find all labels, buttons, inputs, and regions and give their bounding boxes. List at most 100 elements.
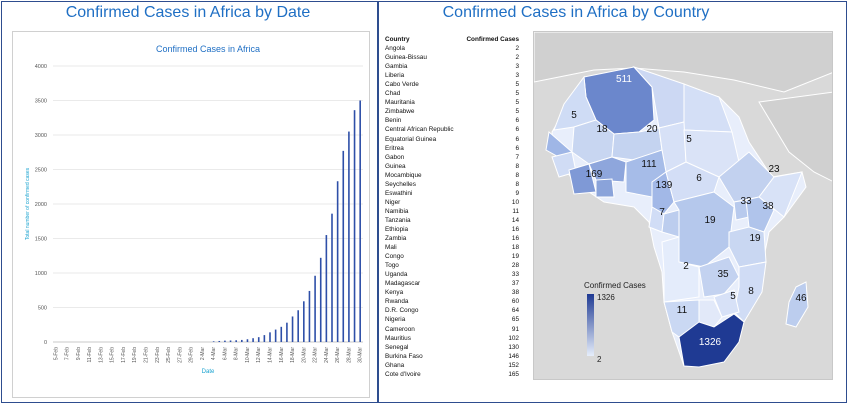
bar-23-Mar xyxy=(319,257,322,342)
africa-map-panel: 511 5 18 20 5 169 111 139 6 23 7 33 38 19 19 2 35 5 8 46 11 1… xyxy=(533,31,833,380)
country-name: Eswathini xyxy=(385,189,413,197)
bar-7-Mar xyxy=(229,340,232,342)
x-axis-label: Date xyxy=(202,369,215,375)
country-name: Angola xyxy=(385,45,405,53)
table-row: Gabon 7 xyxy=(385,153,521,162)
table-row: Mauritania 5 xyxy=(385,98,521,107)
confirmed-cases-value: 28 xyxy=(511,262,519,270)
map-value-label: 6 xyxy=(696,173,702,184)
confirmed-cases-value: 7 xyxy=(515,153,519,161)
table-row: Benin 6 xyxy=(385,116,521,125)
x-tick-label: 16-Mar xyxy=(279,347,285,363)
country-ghana[interactable] xyxy=(595,178,615,198)
bar-8-Mar xyxy=(235,340,237,342)
bar-chart-panel: Confirmed Cases in Africa 0 500 1000 1500 200… xyxy=(12,31,370,398)
y-tick-label: 4000 xyxy=(35,64,47,70)
x-tick-label: 5-Feb xyxy=(53,347,59,360)
bar-20-Mar xyxy=(303,301,305,342)
x-tick-label: 23-Feb xyxy=(155,347,161,363)
confirmed-cases-value: 3 xyxy=(515,63,519,71)
bar-27-Mar xyxy=(342,150,345,342)
country-name: Tanzania xyxy=(385,216,411,224)
confirmed-cases-value: 9 xyxy=(515,189,519,197)
map-value-label: 5 xyxy=(686,134,692,145)
country-central-african-republic[interactable] xyxy=(665,161,720,203)
x-tick-label: 19-Feb xyxy=(132,347,138,363)
table-row: Tanzania 14 xyxy=(385,216,521,225)
map-legend-gradient xyxy=(587,294,594,356)
country-name: D.R. Congo xyxy=(385,307,419,315)
x-tick-label: 17-Feb xyxy=(121,347,127,363)
country-name: Togo xyxy=(385,262,399,270)
bar-25-Mar xyxy=(331,213,333,342)
table-row: Namibia 11 xyxy=(385,207,521,216)
country-name: Cameroon xyxy=(385,325,415,333)
bar-30-Mar xyxy=(359,100,361,342)
map-value-label: 2 xyxy=(683,261,689,272)
table-row: Liberia 3 xyxy=(385,71,521,80)
x-tick-label: 24-Mar xyxy=(324,347,330,363)
table-row: Central African Republic 6 xyxy=(385,125,521,134)
confirmed-cases-value: 8 xyxy=(515,162,519,170)
country-madagascar[interactable] xyxy=(785,281,809,328)
country-name: Zimbabwe xyxy=(385,108,415,116)
bar-16-Mar xyxy=(280,326,283,342)
table-row: Uganda 33 xyxy=(385,270,521,279)
header-confirmed-cases: Confirmed Cases xyxy=(466,36,519,43)
confirmed-cases-value: 91 xyxy=(511,325,519,333)
y-tick-label: 1000 xyxy=(35,271,47,277)
table-row: Mauritius 102 xyxy=(385,334,521,343)
y-tick-label: 1500 xyxy=(35,237,47,243)
x-tick-label: 27-Feb xyxy=(177,347,183,363)
country-name: Seychelles xyxy=(385,180,416,188)
map-value-label: 5 xyxy=(571,110,577,121)
table-row: Cabo Verde 5 xyxy=(385,80,521,89)
bar-9-Mar xyxy=(241,339,243,342)
confirmed-cases-value: 5 xyxy=(515,108,519,116)
confirmed-cases-value: 6 xyxy=(515,135,519,143)
confirmed-cases-value: 6 xyxy=(515,144,519,152)
x-tick-label: 29-Feb xyxy=(189,347,195,363)
y-tick-label: 3500 xyxy=(35,99,47,105)
y-tick-label: 500 xyxy=(38,306,47,312)
country-burkina-faso[interactable] xyxy=(588,156,627,183)
country-botswana[interactable] xyxy=(698,299,723,328)
map-value-label: 1326 xyxy=(699,337,722,348)
country-name: Mauritius xyxy=(385,334,411,342)
country-name: Namibia xyxy=(385,207,409,215)
map-value-label: 11 xyxy=(677,305,688,316)
y-tick-label: 0 xyxy=(44,340,47,346)
table-row: Eswathini 9 xyxy=(385,189,521,198)
confirmed-cases-value: 6 xyxy=(515,126,519,134)
country-somalia[interactable] xyxy=(758,171,803,218)
country-kenya[interactable] xyxy=(745,196,775,233)
table-row: Kenya 38 xyxy=(385,288,521,297)
country-name: Congo xyxy=(385,253,404,261)
country-zambia[interactable] xyxy=(698,256,740,298)
x-tick-label: 18-Mar xyxy=(290,347,296,363)
x-tick-label: 4-Mar xyxy=(211,347,217,360)
panel-divider xyxy=(377,2,379,402)
left-section-title: Confirmed Cases in Africa by Date xyxy=(65,4,311,21)
country-name: Mauritania xyxy=(385,99,415,107)
country-angola[interactable] xyxy=(661,236,700,303)
confirmed-cases-value: 11 xyxy=(512,207,519,215)
country-south-africa[interactable] xyxy=(678,313,745,368)
country-name: Guinea xyxy=(385,162,406,170)
confirmed-cases-value: 130 xyxy=(508,343,519,351)
map-legend-max: 1326 xyxy=(597,293,615,302)
y-axis-label: Total number of confirmed cases xyxy=(25,167,31,240)
header-country: Country xyxy=(385,36,410,43)
map-value-label: 20 xyxy=(646,124,658,135)
middle-east-landmass xyxy=(758,91,832,182)
bar-28-Mar xyxy=(348,131,350,342)
confirmed-cases-value: 37 xyxy=(511,280,519,288)
country-name: Uganda xyxy=(385,271,408,279)
country-cases-table: Country Confirmed Cases Angola 2 Guinea-Bi… xyxy=(385,35,521,379)
map-value-label: 19 xyxy=(749,233,761,244)
table-row: Cameroon 91 xyxy=(385,325,521,334)
map-value-label: 18 xyxy=(596,124,608,135)
bar-26-Mar xyxy=(336,181,339,342)
